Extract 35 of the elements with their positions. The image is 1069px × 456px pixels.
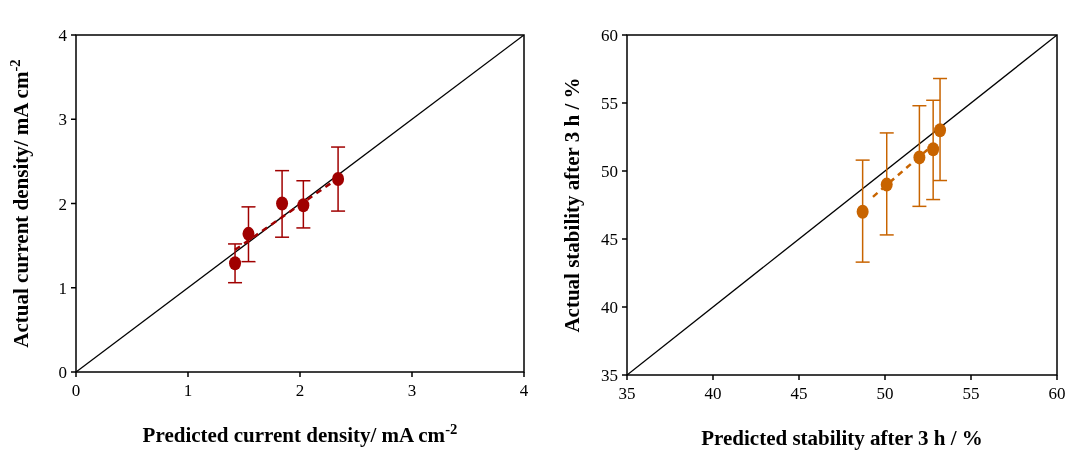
point — [856, 204, 869, 219]
y-tick-label: 55 — [601, 94, 618, 113]
x-tick-label: 0 — [71, 381, 81, 400]
y-axis-title: Actual stability after 3 h / % — [560, 77, 584, 333]
x-axis-title: Predicted stability after 3 h / % — [701, 426, 983, 450]
y-tick-label: 3 — [58, 110, 67, 130]
y-tick-label: 4 — [58, 26, 68, 45]
x-tick-label: 35 — [618, 384, 636, 403]
point — [297, 198, 310, 213]
x-tick-label: 4 — [519, 381, 529, 400]
point — [927, 142, 940, 157]
x-tick-label: 55 — [962, 384, 980, 403]
y-tick-label: 45 — [601, 230, 618, 249]
y-tick-label: 60 — [601, 26, 618, 45]
x-tick-label: 2 — [295, 381, 305, 400]
x-axis-title: Predicted current density/ mA cm$^{-2}$ — [142, 421, 458, 447]
point — [332, 172, 345, 187]
y-tick-label: 0 — [58, 363, 67, 382]
point — [934, 123, 947, 138]
y-tick-label: 1 — [58, 278, 67, 298]
y-tick-label: 40 — [601, 298, 618, 317]
point — [242, 226, 255, 241]
x-tick-label: 50 — [876, 384, 894, 403]
y-tick-label: 35 — [601, 366, 618, 385]
y-tick-label: 50 — [601, 162, 618, 181]
x-tick-label: 60 — [1048, 384, 1066, 403]
point — [880, 177, 893, 192]
point — [229, 256, 242, 271]
x-tick-label: 3 — [407, 381, 417, 400]
point — [276, 196, 289, 211]
x-tick-label: 45 — [790, 384, 808, 403]
x-tick-label: 40 — [704, 384, 722, 403]
point — [913, 150, 926, 165]
x-tick-label: 1 — [183, 381, 193, 400]
y-tick-label: 2 — [58, 194, 67, 214]
